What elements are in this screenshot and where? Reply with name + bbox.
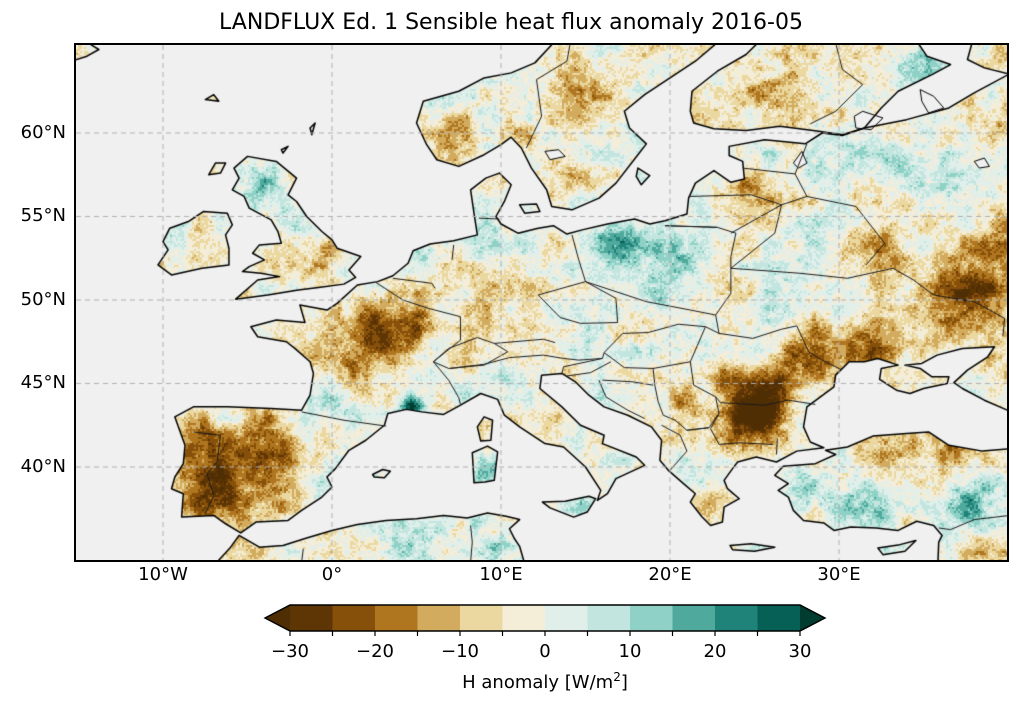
colorbar-bin [757, 605, 801, 631]
colorbar-over-arrow [800, 605, 825, 631]
lon-tick-label: 10°E [479, 564, 523, 585]
colorbar-title: H anomaly [W/m2] [395, 664, 695, 693]
colorbar-title-suffix: ] [620, 672, 628, 693]
map-plot-area [74, 43, 1009, 562]
figure-title-text: LANDFLUX Ed. 1 Sensible heat flux anomal… [219, 10, 803, 35]
lat-tick-label: 40°N [20, 455, 66, 477]
colorbar-tick-label: −20 [356, 641, 394, 662]
colorbar-bin [502, 605, 546, 631]
colorbar-title-superscript: 2 [613, 670, 621, 684]
lat-tick-label: 60°N [20, 122, 66, 143]
colorbar-bin [587, 605, 631, 631]
colorbar-title-prefix: H anomaly [W/m [462, 672, 614, 693]
lon-tick-label: 0° [321, 564, 343, 585]
lon-tick-label: 30°E [817, 564, 861, 585]
colorbar-tick-label: −30 [271, 641, 309, 662]
colorbar-bin [290, 605, 333, 631]
colorbar-tick-label: 20 [703, 641, 727, 662]
colorbar-bin [460, 605, 503, 631]
colorbar-bin [715, 605, 758, 631]
colorbar-bin [332, 605, 376, 631]
colorbar [263, 604, 827, 636]
colorbar-tick-label: 0 [539, 641, 551, 662]
lat-tick-label: 45°N [20, 372, 66, 394]
colorbar-bin [417, 605, 461, 631]
lon-tick-label: 20°E [648, 564, 692, 585]
colorbar-bin [630, 605, 673, 631]
colorbar-tick-label: 30 [788, 641, 812, 662]
figure-title: LANDFLUX Ed. 1 Sensible heat flux anomal… [0, 8, 1022, 38]
colorbar-tick-label: 10 [618, 641, 642, 662]
colorbar-tick-label: −10 [441, 641, 479, 662]
lat-tick-label: 50°N [20, 288, 66, 310]
lon-tick-label: 10°W [138, 564, 188, 585]
lat-tick-label: 55°N [20, 205, 66, 227]
colorbar-bin [375, 605, 418, 631]
colorbar-bin [672, 605, 716, 631]
colorbar-bin [545, 605, 588, 631]
map-canvas [76, 45, 1007, 560]
colorbar-under-arrow [265, 605, 290, 631]
